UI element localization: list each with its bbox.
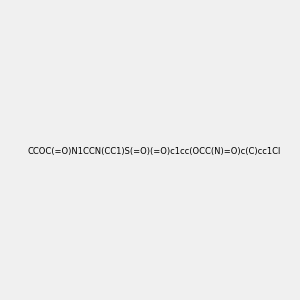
Text: CCOC(=O)N1CCN(CC1)S(=O)(=O)c1cc(OCC(N)=O)c(C)cc1Cl: CCOC(=O)N1CCN(CC1)S(=O)(=O)c1cc(OCC(N)=O… bbox=[27, 147, 280, 156]
